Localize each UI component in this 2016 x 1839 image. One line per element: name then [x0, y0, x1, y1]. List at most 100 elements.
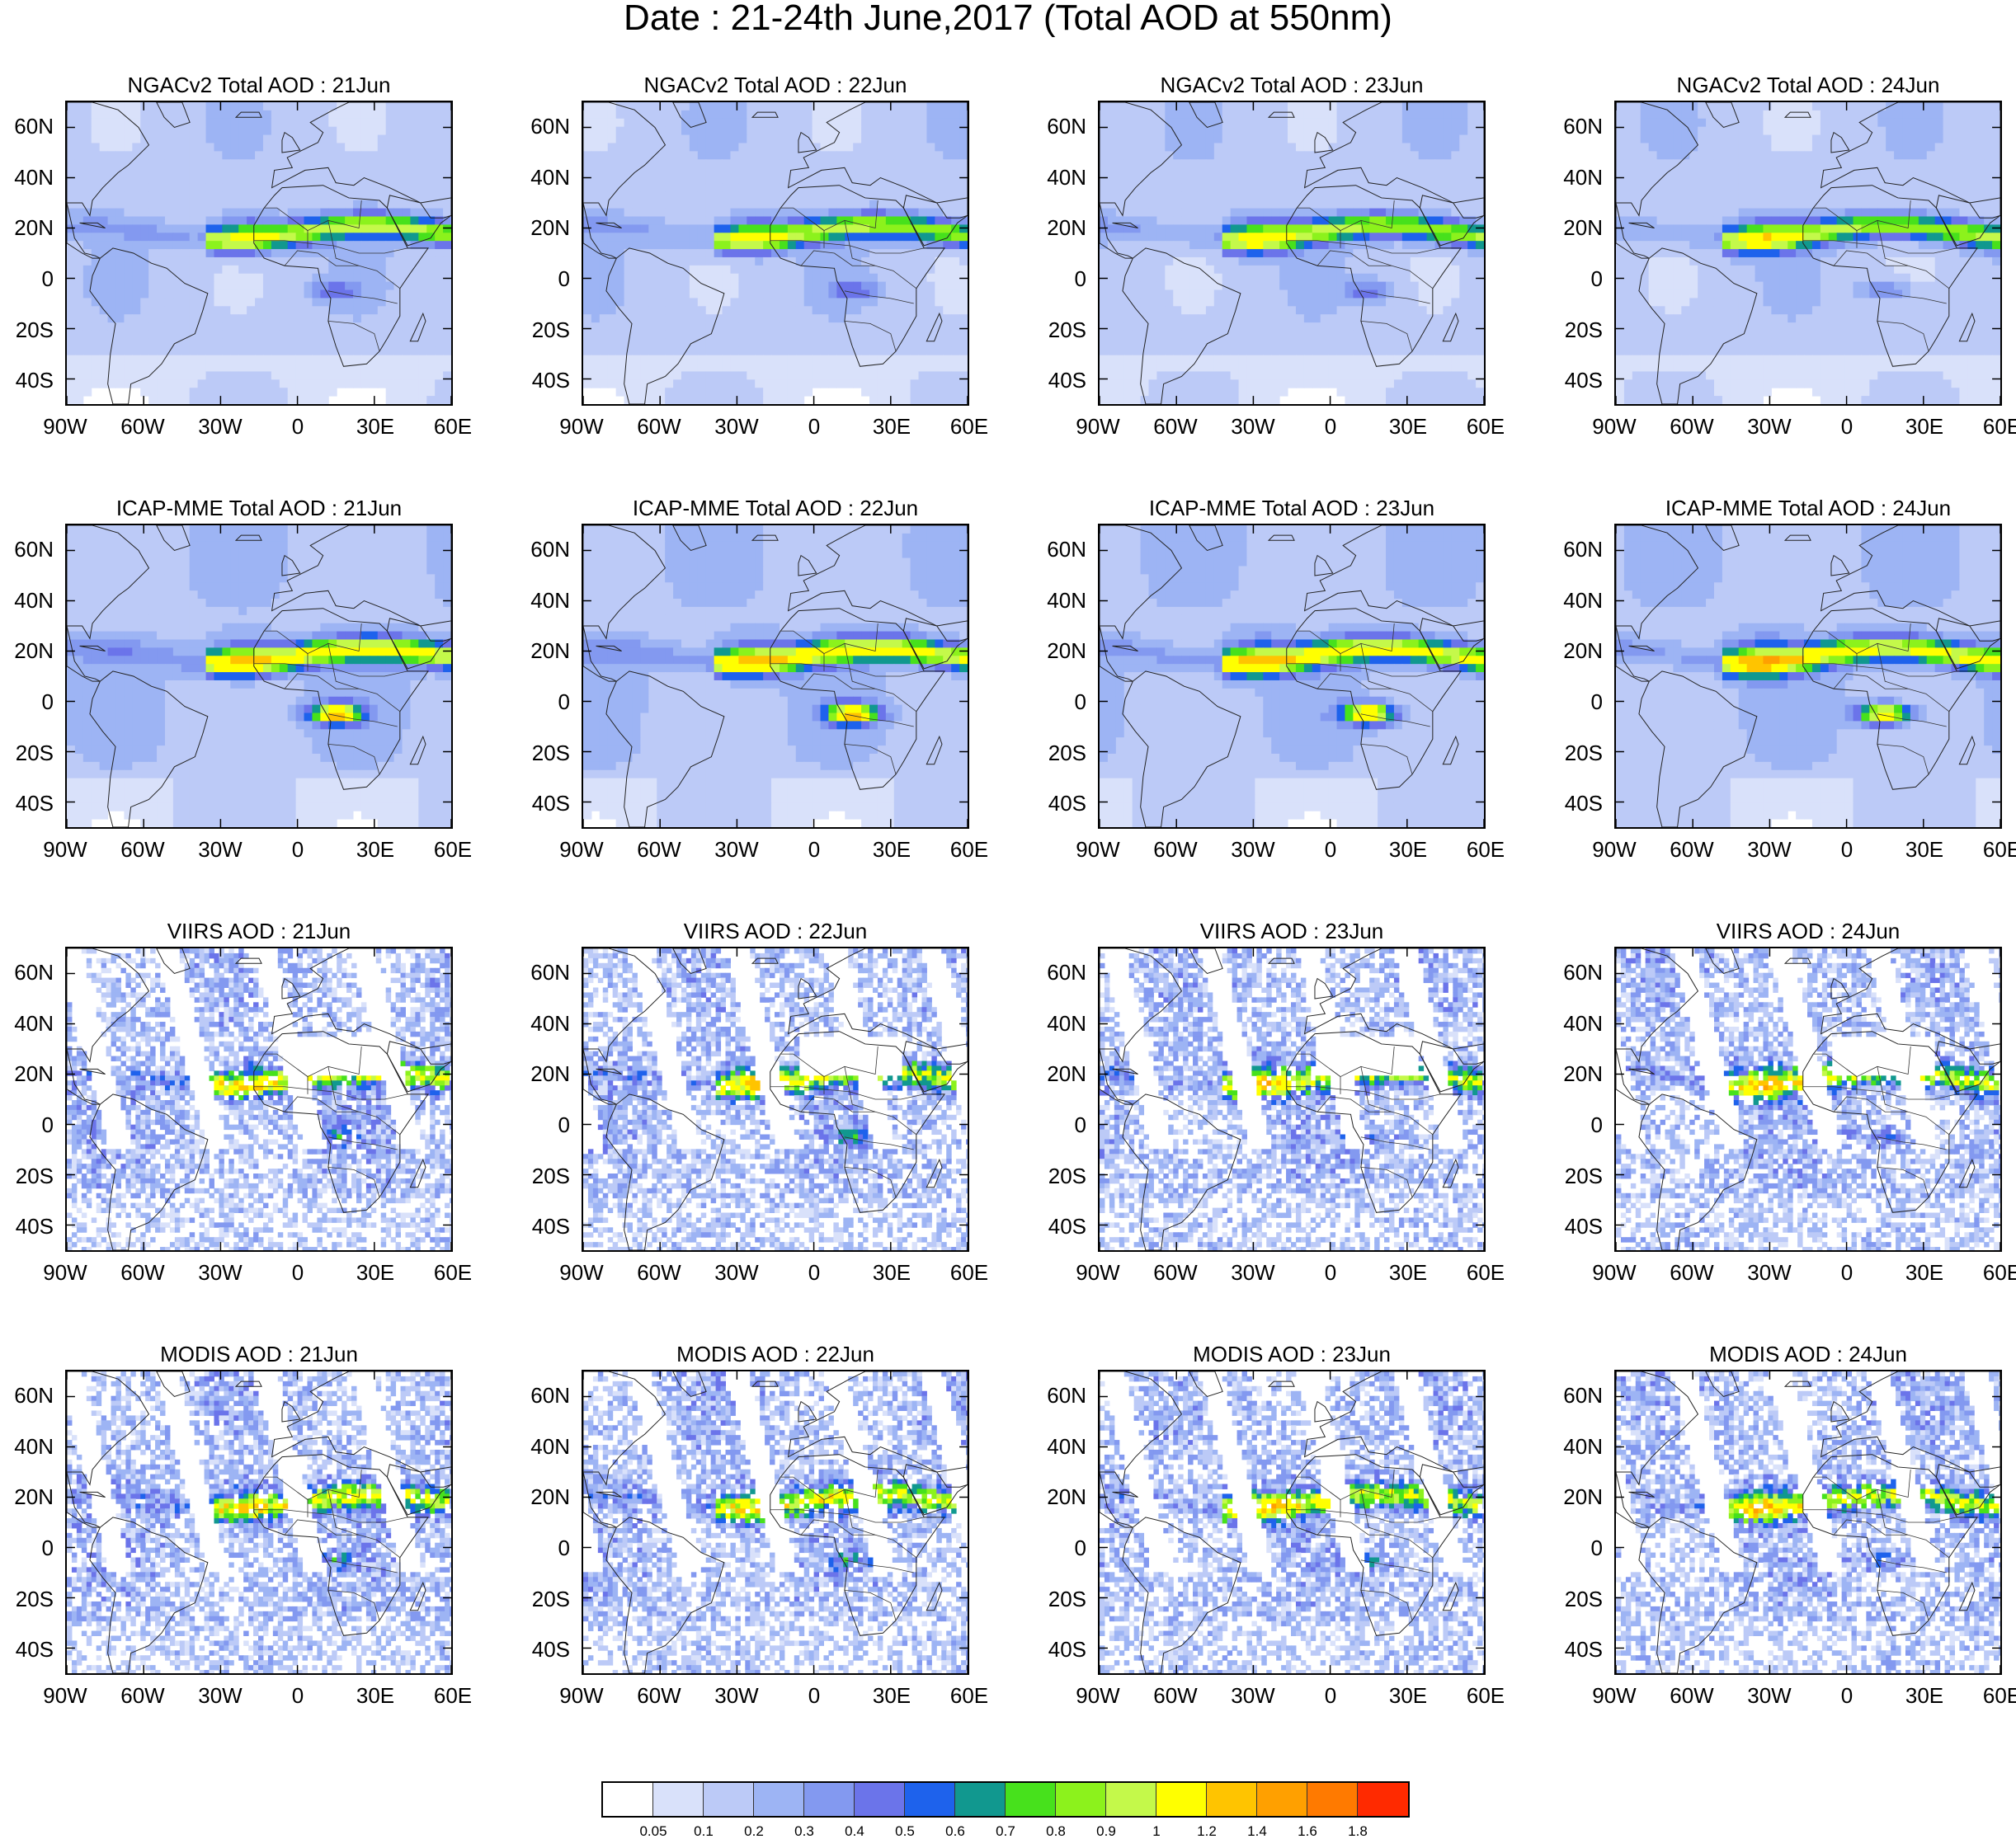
lon-tick-label: 30E [1891, 1685, 1957, 1706]
lat-tick-label: 40S [532, 369, 570, 391]
lon-tick-label: 90W [32, 1685, 98, 1706]
lon-tick-label: 90W [32, 839, 98, 860]
panel-title: ICAP-MME Total AOD : 24Jun [1614, 496, 2002, 520]
lat-tick-label: 0 [1591, 268, 1603, 289]
lon-tick-label: 30W [704, 839, 770, 860]
colorbar-swatch [1156, 1783, 1207, 1816]
panel-title: MODIS AOD : 23Jun [1098, 1342, 1486, 1366]
colorbar-label: 0.2 [729, 1824, 779, 1838]
map-canvas [1100, 1371, 1484, 1673]
lon-tick-label: 60W [1142, 1262, 1208, 1283]
lon-tick-label: 60W [1142, 839, 1208, 860]
lon-tick-label: 0 [781, 1685, 847, 1706]
lon-tick-label: 60W [1659, 416, 1725, 437]
aod-map [1614, 101, 2002, 406]
panel-title: VIIRS AOD : 23Jun [1098, 919, 1486, 943]
lon-tick-label: 30E [1375, 839, 1441, 860]
lat-tick-label: 40S [1048, 793, 1086, 814]
lat-tick-label: 20N [1563, 640, 1603, 661]
lon-tick-label: 60W [1659, 1685, 1725, 1706]
lat-tick-label: 40N [530, 167, 570, 188]
lat-tick-label: 40S [532, 793, 570, 814]
lon-tick-label: 90W [1581, 839, 1647, 860]
lat-tick-label: 40N [1047, 590, 1086, 611]
lat-tick-label: 0 [558, 268, 570, 289]
lat-tick-label: 40N [1563, 1436, 1603, 1457]
lat-tick-label: 20S [1565, 319, 1603, 341]
aod-map [65, 1370, 453, 1675]
map-canvas [1616, 948, 2000, 1250]
lon-tick-label: 60E [420, 839, 486, 860]
aod-map [65, 101, 453, 406]
colorbar-label: 0.7 [981, 1824, 1030, 1838]
lat-tick-label: 20S [1565, 1165, 1603, 1187]
lat-tick-label: 40S [532, 1639, 570, 1660]
colorbar-swatch [1106, 1783, 1156, 1816]
map-canvas [67, 525, 451, 827]
colorbar-swatch [855, 1783, 905, 1816]
lat-tick-label: 60N [530, 539, 570, 560]
lat-tick-label: 20N [1563, 1063, 1603, 1084]
colorbar-swatch [754, 1783, 804, 1816]
lat-tick-label: 0 [1591, 691, 1603, 713]
lat-tick-label: 20N [1563, 217, 1603, 238]
lat-tick-label: 0 [42, 691, 54, 713]
colorbar-label: 1.6 [1283, 1824, 1332, 1838]
map-canvas [1100, 525, 1484, 827]
lon-tick-label: 30W [187, 839, 253, 860]
lat-tick-label: 60N [14, 115, 54, 137]
lon-tick-label: 90W [1581, 1685, 1647, 1706]
lon-tick-label: 60E [936, 1262, 1002, 1283]
lon-tick-label: 0 [265, 1262, 331, 1283]
panel-title: MODIS AOD : 24Jun [1614, 1342, 2002, 1366]
lon-tick-label: 60E [1453, 1262, 1519, 1283]
lon-tick-label: 30E [1891, 416, 1957, 437]
colorbar-swatch [653, 1783, 704, 1816]
lon-tick-label: 30E [859, 839, 925, 860]
lon-tick-label: 0 [1814, 1262, 1880, 1283]
lat-tick-label: 40N [14, 590, 54, 611]
aod-field [583, 1371, 968, 1673]
colorbar-label: 0.05 [629, 1824, 678, 1838]
map-canvas [67, 102, 451, 404]
lon-tick-label: 0 [781, 1262, 847, 1283]
lat-tick-label: 20S [16, 742, 54, 764]
panel-title: MODIS AOD : 21Jun [65, 1342, 453, 1366]
lon-tick-label: 60E [936, 839, 1002, 860]
colorbar-label: 1.4 [1232, 1824, 1282, 1838]
map-canvas [67, 948, 451, 1250]
lon-tick-label: 90W [549, 416, 615, 437]
colorbar-swatch [1207, 1783, 1257, 1816]
colorbar [601, 1781, 1410, 1818]
lat-tick-label: 40S [532, 1216, 570, 1237]
lon-tick-label: 60W [1142, 416, 1208, 437]
lon-tick-label: 90W [549, 1262, 615, 1283]
lon-tick-label: 90W [1065, 1685, 1131, 1706]
colorbar-label: 0.5 [880, 1824, 930, 1838]
lat-tick-label: 20S [16, 319, 54, 341]
lat-tick-label: 60N [530, 962, 570, 983]
lon-tick-label: 30E [1891, 839, 1957, 860]
lat-tick-label: 0 [558, 1114, 570, 1136]
lat-tick-label: 40N [530, 1013, 570, 1034]
lat-tick-label: 40S [1048, 369, 1086, 391]
lon-tick-label: 60W [110, 839, 176, 860]
lon-tick-label: 30W [1220, 1685, 1286, 1706]
lat-tick-label: 40S [16, 369, 54, 391]
lat-tick-label: 40N [14, 167, 54, 188]
panel-title: ICAP-MME Total AOD : 21Jun [65, 496, 453, 520]
aod-field [67, 1371, 451, 1673]
lat-tick-label: 20S [1048, 319, 1086, 341]
map-canvas [583, 1371, 968, 1673]
lat-tick-label: 60N [530, 115, 570, 137]
lat-tick-label: 20S [16, 1165, 54, 1187]
figure-title: Date : 21-24th June,2017 (Total AOD at 5… [0, 0, 2016, 36]
